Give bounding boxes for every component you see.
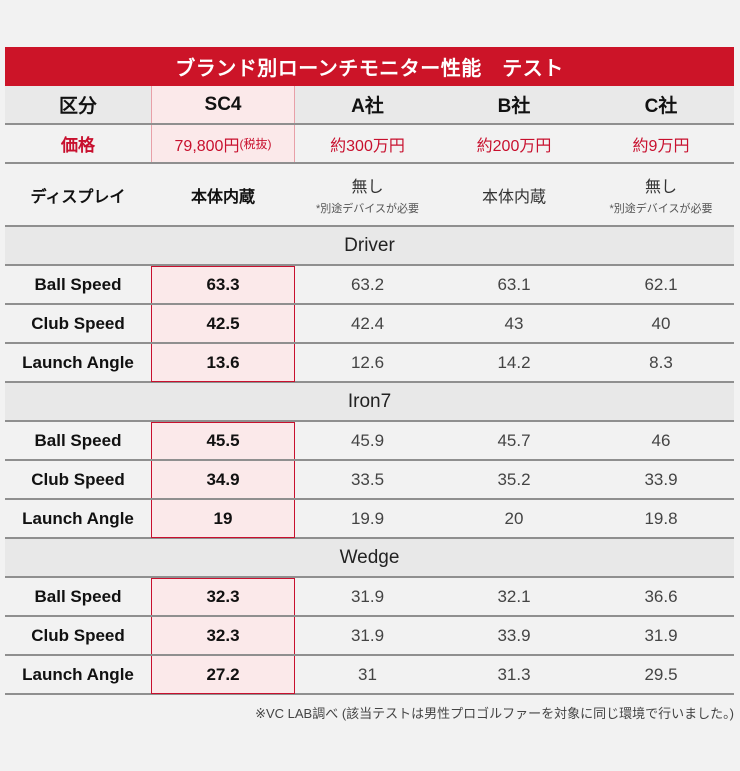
table-row: Ball Speed 63.3 63.2 63.1 62.1 bbox=[5, 266, 734, 305]
value-a: 42.4 bbox=[350, 313, 385, 333]
value-sc4: 34.9 bbox=[151, 461, 295, 498]
section-wedge: Wedge bbox=[5, 539, 734, 578]
price-a: 約300万円 bbox=[330, 137, 405, 155]
display-sc4: 本体内蔵 bbox=[190, 188, 255, 206]
value-a: 45.9 bbox=[350, 430, 385, 450]
metric-label: Club Speed bbox=[31, 625, 125, 645]
table-row: Club Speed 42.5 42.4 43 40 bbox=[5, 305, 734, 344]
display-label: ディスプレイ bbox=[30, 188, 126, 206]
value-b: 31.3 bbox=[497, 664, 531, 684]
value-c: 40 bbox=[651, 313, 671, 333]
price-sc4-note: (税抜) bbox=[239, 137, 272, 151]
value-b: 14.2 bbox=[497, 352, 531, 372]
value-b: 33.9 bbox=[497, 625, 531, 645]
value-b: 45.7 bbox=[497, 430, 531, 450]
value-c: 19.8 bbox=[644, 508, 678, 528]
value-c: 36.6 bbox=[644, 586, 678, 606]
value-b: 20 bbox=[504, 508, 524, 528]
table-row: Launch Angle 27.2 31 31.3 29.5 bbox=[5, 656, 734, 695]
table-row: Launch Angle 13.6 12.6 14.2 8.3 bbox=[5, 344, 734, 383]
metric-label: Ball Speed bbox=[34, 586, 122, 606]
price-sc4-value: 79,800円 bbox=[174, 137, 240, 155]
metric-label: Club Speed bbox=[31, 469, 125, 489]
value-c: 46 bbox=[651, 430, 671, 450]
value-c: 31.9 bbox=[644, 625, 678, 645]
value-a: 31 bbox=[358, 664, 377, 684]
display-c-note: *別途デバイスが必要 bbox=[609, 203, 713, 215]
metric-label: Launch Angle bbox=[22, 508, 134, 528]
column-header-sc4: SC4 bbox=[151, 86, 295, 123]
value-a: 31.9 bbox=[350, 586, 385, 606]
value-c: 29.5 bbox=[644, 664, 678, 684]
value-sc4: 19 bbox=[151, 500, 295, 538]
value-c: 33.9 bbox=[644, 469, 678, 489]
value-a: 33.5 bbox=[350, 469, 385, 489]
header-row: 区分 SC4 A社 B社 C社 bbox=[5, 86, 734, 125]
value-b: 35.2 bbox=[497, 469, 531, 489]
comparison-table: ブランド別ローンチモニター性能 テスト 区分 SC4 A社 B社 C社 価格 7… bbox=[5, 47, 734, 695]
metric-label: Club Speed bbox=[31, 313, 125, 333]
display-a: 無し *別途デバイスが必要 bbox=[295, 164, 440, 225]
metric-label: Launch Angle bbox=[22, 664, 134, 684]
value-c: 8.3 bbox=[649, 352, 673, 372]
column-header-a: A社 bbox=[351, 96, 384, 117]
value-sc4: 13.6 bbox=[151, 344, 295, 382]
price-c: 約9万円 bbox=[632, 137, 690, 155]
value-a: 19.9 bbox=[350, 508, 385, 528]
table-row: Club Speed 34.9 33.5 35.2 33.9 bbox=[5, 461, 734, 500]
table-row: Ball Speed 45.5 45.9 45.7 46 bbox=[5, 422, 734, 461]
value-sc4: 32.3 bbox=[151, 578, 295, 615]
value-sc4: 27.2 bbox=[151, 656, 295, 694]
display-c: 無し *別途デバイスが必要 bbox=[588, 164, 734, 225]
section-driver: Driver bbox=[5, 227, 734, 266]
footnote: ※VC LAB調べ (該当テストは男性プロゴルファーを対象に同じ環境で行いました… bbox=[255, 706, 734, 721]
metric-label: Ball Speed bbox=[34, 274, 122, 294]
column-header-c: C社 bbox=[644, 96, 678, 117]
value-sc4: 32.3 bbox=[151, 617, 295, 654]
value-sc4: 45.5 bbox=[151, 422, 295, 459]
value-a: 63.2 bbox=[350, 274, 385, 294]
value-b: 63.1 bbox=[497, 274, 531, 294]
value-b: 32.1 bbox=[497, 586, 531, 606]
metric-label: Ball Speed bbox=[34, 430, 122, 450]
value-sc4: 63.3 bbox=[151, 266, 295, 303]
value-a: 12.6 bbox=[350, 352, 385, 372]
price-row: 価格 79,800円 (税抜) 約300万円 約200万円 約9万円 bbox=[5, 125, 734, 164]
value-sc4: 42.5 bbox=[151, 305, 295, 342]
table-row: Launch Angle 19 19.9 20 19.8 bbox=[5, 500, 734, 539]
table-title: ブランド別ローンチモニター性能 テスト bbox=[5, 47, 734, 86]
column-header-b: B社 bbox=[497, 96, 531, 117]
value-a: 31.9 bbox=[350, 625, 385, 645]
value-b: 43 bbox=[504, 313, 524, 333]
metric-label: Launch Angle bbox=[22, 352, 134, 372]
display-a-value: 無し bbox=[351, 179, 384, 196]
value-c: 62.1 bbox=[644, 274, 678, 294]
display-a-note: *別途デバイスが必要 bbox=[316, 203, 419, 215]
category-label: 区分 bbox=[58, 96, 97, 117]
price-sc4: 79,800円 (税抜) bbox=[151, 125, 295, 162]
display-row: ディスプレイ 本体内蔵 無し *別途デバイスが必要 本体内蔵 無し *別途デバイ… bbox=[5, 164, 734, 227]
price-label: 価格 bbox=[61, 136, 95, 155]
display-b: 本体内蔵 bbox=[481, 188, 546, 206]
display-c-value: 無し bbox=[644, 179, 677, 196]
section-iron7: Iron7 bbox=[5, 383, 734, 422]
price-b: 約200万円 bbox=[476, 137, 552, 155]
table-row: Ball Speed 32.3 31.9 32.1 36.6 bbox=[5, 578, 734, 617]
table-row: Club Speed 32.3 31.9 33.9 31.9 bbox=[5, 617, 734, 656]
